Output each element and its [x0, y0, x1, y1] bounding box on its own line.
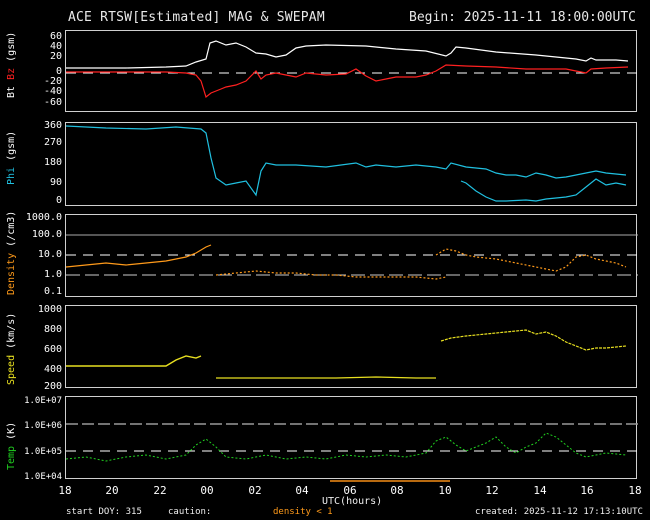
x-tick: 18	[628, 484, 642, 497]
y-tick: -20	[43, 76, 62, 87]
y-tick: 1.0E+07	[24, 396, 62, 406]
y-tick: 100.0	[31, 229, 62, 240]
x-tick: 06	[343, 484, 357, 497]
x-tick: 12	[485, 484, 499, 497]
y-tick: 0	[55, 66, 62, 77]
y-tick: -40	[43, 86, 62, 97]
y-tick: 400	[43, 364, 62, 375]
mag-panel	[65, 30, 638, 112]
density-caution-bar	[330, 480, 450, 482]
x-tick: 18	[58, 484, 72, 497]
mag-plot	[66, 40, 638, 99]
start-doy: start DOY: 315	[66, 507, 142, 517]
temp-panel	[65, 396, 638, 479]
y-tick: 180	[43, 157, 62, 168]
x-tick: 14	[533, 484, 547, 497]
x-tick: 00	[200, 484, 214, 497]
y-tick: 200	[43, 381, 62, 392]
speed-panel	[65, 305, 637, 388]
density-plot	[66, 234, 638, 280]
density-warning: density < 1	[273, 507, 333, 517]
y-tick: 1.0E+04	[24, 472, 62, 482]
y-tick: 60	[49, 31, 62, 42]
y-tick: 1.0E+05	[24, 447, 62, 457]
speed-plot	[66, 329, 627, 379]
y-tick: 1.0E+06	[24, 421, 62, 431]
y-tick: 10.0	[37, 249, 62, 260]
y-tick: 1.0	[43, 269, 62, 280]
y-tick: 90	[49, 177, 62, 188]
begin-time: Begin: 2025-11-11 18:00:00UTC	[409, 10, 636, 25]
x-tick: 16	[580, 484, 594, 497]
y-tick: 0.1	[43, 286, 62, 297]
y-tick: 40	[49, 41, 62, 52]
x-tick: 08	[390, 484, 404, 497]
x-axis-label: UTC(hours)	[322, 496, 383, 507]
y-tick: 1000	[37, 304, 62, 315]
chart-title: ACE RTSW[Estimated] MAG & SWEPAM	[68, 10, 325, 25]
x-tick: 10	[438, 484, 452, 497]
x-tick: 04	[295, 484, 309, 497]
phi-plot	[66, 125, 627, 202]
y-tick: -60	[43, 97, 62, 108]
created-time: created: 2025-11-12 17:13:10UTC	[475, 507, 643, 517]
density-panel	[65, 214, 638, 297]
temp-plot	[66, 423, 638, 462]
y-tick: 800	[43, 324, 62, 335]
y-tick: 600	[43, 344, 62, 355]
y-tick: 1000.0	[25, 212, 62, 223]
y-tick: 0	[55, 195, 62, 206]
y-tick: 360	[43, 120, 62, 131]
x-tick: 02	[248, 484, 262, 497]
y-tick: 20	[49, 51, 62, 62]
y-tick: 270	[43, 137, 62, 148]
caution-label: caution:	[168, 507, 212, 517]
x-tick: 20	[105, 484, 119, 497]
x-tick: 22	[153, 484, 167, 497]
phi-panel	[65, 122, 637, 206]
